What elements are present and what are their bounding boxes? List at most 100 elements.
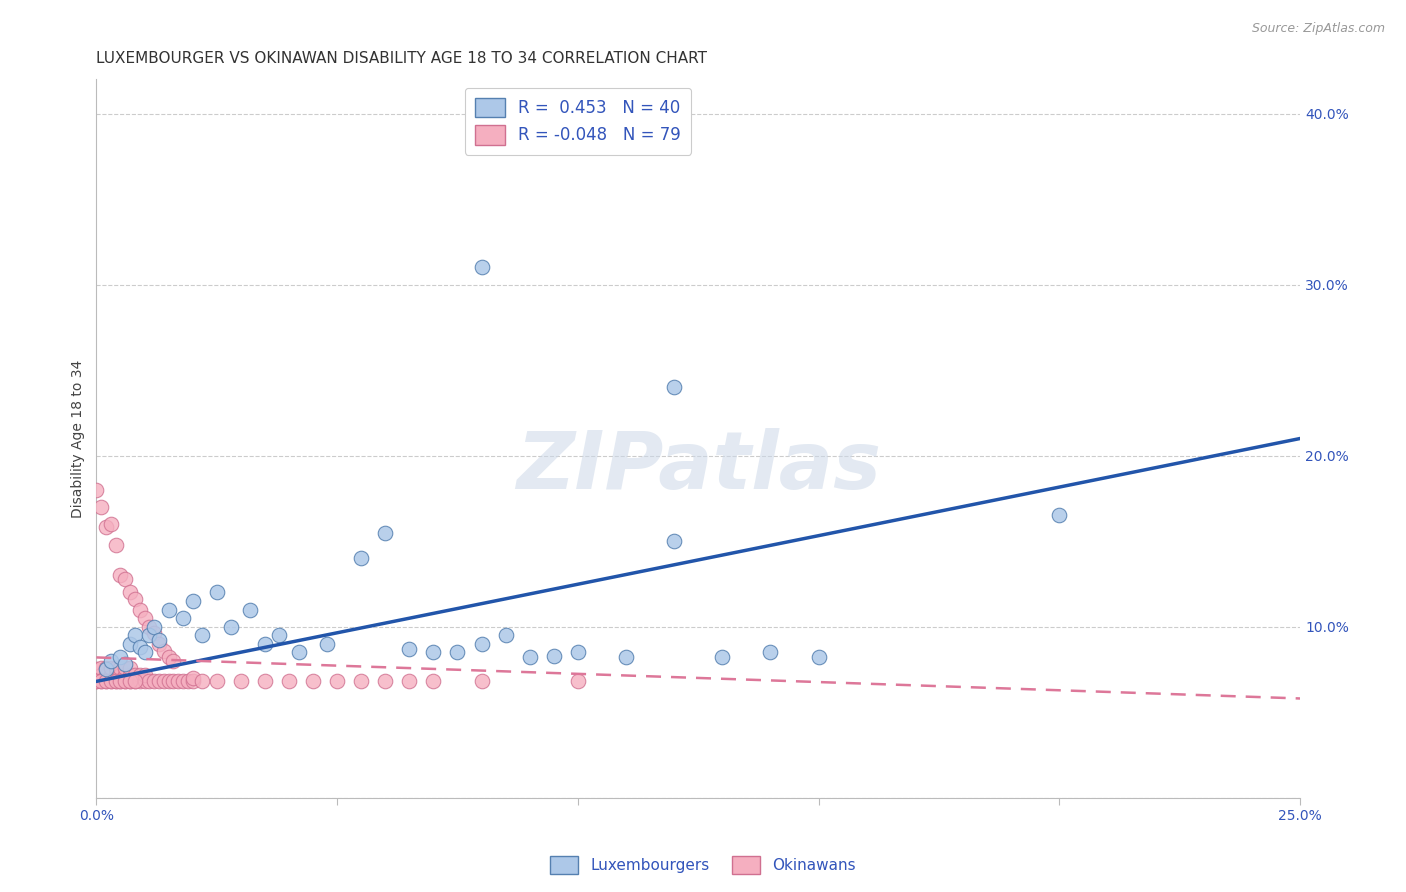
Point [205, 674, 228, 689]
Point [229, 674, 252, 689]
Point [138, 620, 160, 634]
Point [350, 674, 373, 689]
Point [100, 674, 122, 689]
Point [302, 674, 325, 689]
Point [94, 674, 117, 689]
Point [104, 661, 127, 675]
Point [253, 637, 276, 651]
Point [94, 667, 117, 681]
Point [124, 674, 146, 689]
Point [374, 525, 396, 540]
Point [138, 674, 160, 689]
Point [470, 637, 492, 651]
Point [181, 671, 204, 685]
Point [134, 611, 156, 625]
Point [543, 648, 565, 663]
Point [422, 674, 444, 689]
Point [138, 628, 160, 642]
Point [100, 516, 122, 531]
Point [162, 674, 184, 689]
Point [177, 674, 200, 689]
Point [1047, 508, 1070, 523]
Point [143, 620, 166, 634]
Point [519, 650, 541, 665]
Point [128, 602, 150, 616]
Point [94, 520, 117, 534]
Point [374, 674, 396, 689]
Point [470, 260, 492, 275]
Point [90, 661, 112, 675]
Point [114, 674, 136, 689]
Point [114, 674, 136, 689]
Point [253, 674, 276, 689]
Point [100, 661, 122, 675]
Point [134, 667, 156, 681]
Point [287, 645, 309, 659]
Point [100, 674, 122, 689]
Point [86, 662, 108, 676]
Point [470, 674, 492, 689]
Point [86, 674, 108, 689]
Point [711, 650, 734, 665]
Point [157, 602, 180, 616]
Point [239, 602, 262, 616]
Point [148, 674, 170, 689]
Point [128, 674, 150, 689]
Point [269, 628, 291, 642]
Point [167, 674, 190, 689]
Point [90, 674, 112, 689]
Point [100, 654, 122, 668]
Point [567, 674, 589, 689]
Point [219, 620, 242, 634]
Point [148, 633, 170, 648]
Point [495, 628, 517, 642]
Point [124, 667, 146, 681]
Point [120, 674, 142, 689]
Point [120, 661, 142, 675]
Point [128, 667, 150, 681]
Point [181, 674, 204, 689]
Point [120, 585, 142, 599]
Point [100, 667, 122, 681]
Point [143, 674, 166, 689]
Point [172, 611, 194, 625]
Point [152, 674, 174, 689]
Point [134, 645, 156, 659]
Point [104, 674, 127, 689]
Y-axis label: Disability Age 18 to 34: Disability Age 18 to 34 [72, 359, 86, 517]
Point [422, 645, 444, 659]
Point [86, 674, 108, 689]
Point [94, 661, 117, 675]
Point [191, 674, 214, 689]
Point [278, 674, 301, 689]
Point [134, 674, 156, 689]
Point [124, 592, 146, 607]
Point [114, 661, 136, 675]
Point [157, 650, 180, 665]
Point [114, 572, 136, 586]
Point [128, 640, 150, 655]
Point [143, 626, 166, 640]
Text: LUXEMBOURGER VS OKINAWAN DISABILITY AGE 18 TO 34 CORRELATION CHART: LUXEMBOURGER VS OKINAWAN DISABILITY AGE … [97, 51, 707, 66]
Point [86, 483, 108, 497]
Point [104, 667, 127, 681]
Legend: R =  0.453   N = 40, R = -0.048   N = 79: R = 0.453 N = 40, R = -0.048 N = 79 [465, 87, 690, 154]
Point [104, 674, 127, 689]
Point [124, 628, 146, 642]
Point [398, 641, 420, 656]
Point [90, 674, 112, 689]
Point [662, 534, 685, 549]
Point [110, 661, 132, 675]
Point [446, 645, 468, 659]
Point [157, 674, 180, 689]
Point [567, 645, 589, 659]
Point [110, 568, 132, 582]
Point [114, 657, 136, 672]
Point [662, 380, 685, 394]
Point [148, 637, 170, 651]
Point [172, 674, 194, 689]
Point [110, 674, 132, 689]
Point [152, 643, 174, 657]
Point [316, 637, 339, 651]
Point [191, 628, 214, 642]
